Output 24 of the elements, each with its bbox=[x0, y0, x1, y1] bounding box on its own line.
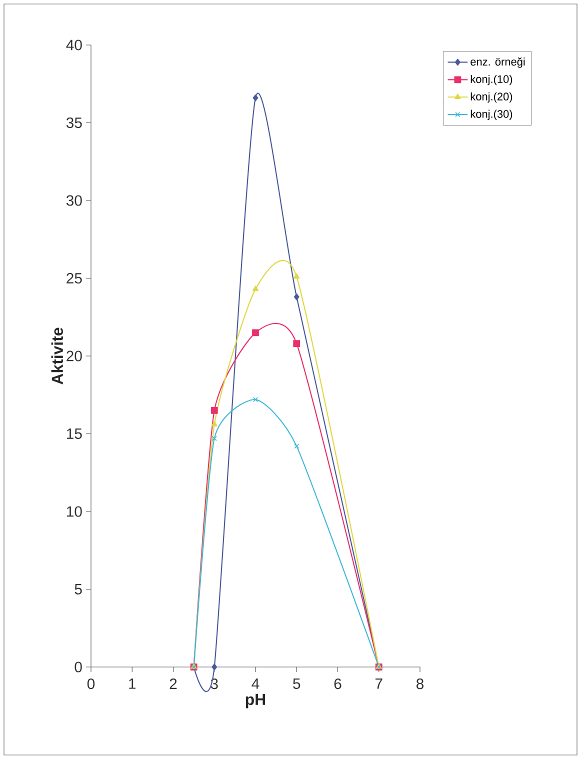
y-tick-label: 30 bbox=[66, 195, 82, 206]
x-axis-title: pH bbox=[246, 694, 266, 708]
legend-label: konj.(20) bbox=[470, 92, 512, 103]
x-tick-label: 4 bbox=[252, 678, 260, 689]
x-tick-label: 3 bbox=[210, 678, 218, 690]
y-tick-label: 15 bbox=[67, 428, 82, 439]
y-axis-title: Aktivite bbox=[51, 328, 64, 384]
y-tick-label: 25 bbox=[66, 272, 82, 284]
x-tick-label: 2 bbox=[170, 678, 177, 689]
x-tick-label: 7 bbox=[375, 678, 382, 689]
x-tick-label: 5 bbox=[293, 678, 300, 689]
x-tick-label: 1 bbox=[129, 678, 136, 689]
y-tick-label: 35 bbox=[66, 117, 82, 128]
legend-label: enz. örneği bbox=[470, 57, 525, 68]
y-tick-label: 40 bbox=[66, 40, 82, 50]
legend-label: konj.(30) bbox=[470, 110, 512, 120]
y-tick-label: 10 bbox=[67, 506, 82, 517]
legend-label: konj.(10) bbox=[470, 74, 512, 86]
y-tick-label: 5 bbox=[74, 584, 82, 594]
x-tick-label: 6 bbox=[334, 678, 342, 690]
x-tick-label: 0 bbox=[87, 678, 95, 690]
y-tick-label: 20 bbox=[66, 350, 82, 362]
x-tick-label: 8 bbox=[416, 678, 424, 690]
y-tick-label: 0 bbox=[74, 662, 82, 672]
